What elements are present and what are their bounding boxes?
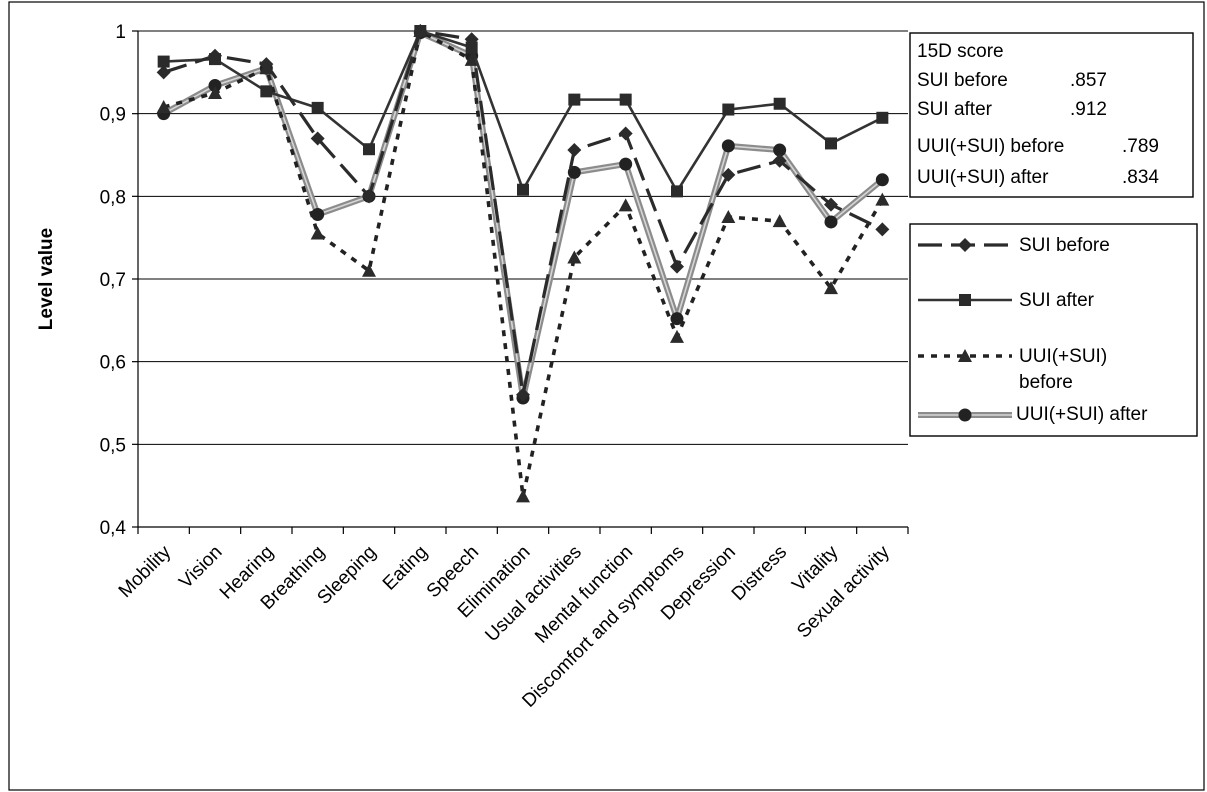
data-point: [875, 173, 889, 187]
data-point: [516, 489, 530, 503]
data-point: [310, 131, 325, 146]
data-point: [619, 157, 633, 171]
data-point: [824, 281, 838, 295]
score-row-label: UUI(+SUI) before: [917, 136, 1064, 157]
series-line: [163, 29, 884, 397]
data-point: [208, 86, 222, 99]
legend-key-square: [918, 294, 1012, 306]
y-tick-labels: 0,4 0,5 0,6 0,7 0,8 0,9 1: [100, 22, 127, 539]
data-point: [567, 143, 582, 158]
data-point: [671, 185, 683, 198]
data-point: [670, 259, 684, 274]
legend-marker: [958, 408, 972, 422]
data-point: [824, 215, 838, 229]
data-point: [875, 192, 890, 206]
data-point: [619, 93, 632, 106]
data-point: [772, 153, 787, 168]
data-point: [464, 52, 479, 66]
data-point: [259, 57, 274, 72]
y-tick-label: 1: [115, 22, 126, 43]
data-point: [824, 197, 838, 212]
score-row-label: UUI(+SUI) after: [917, 167, 1049, 188]
y-tick-label: 0,5: [100, 435, 126, 456]
data-point: [362, 263, 376, 277]
score-row-value: .912: [1070, 99, 1107, 120]
legend-key-triangle: [918, 349, 1012, 362]
data-point: [362, 189, 376, 204]
score-row-value: .789: [1122, 136, 1159, 157]
data-point: [721, 167, 736, 182]
data-point: [311, 101, 324, 114]
y-tick-label: 0,7: [100, 270, 126, 291]
y-tick-label: 0,6: [100, 353, 126, 374]
data-point: [156, 65, 171, 80]
series-diamond: [156, 24, 890, 402]
y-tick-label: 0,9: [100, 105, 126, 126]
series-layer: [156, 24, 890, 503]
data-point: [516, 387, 530, 402]
data-point: [413, 24, 428, 38]
legend-label: before: [1019, 372, 1073, 393]
data-point: [567, 250, 582, 264]
legend-marker: [959, 294, 971, 306]
score-row-value: .857: [1070, 70, 1107, 91]
score-row-value: .834: [1122, 167, 1159, 188]
legend-key-diamond: [918, 238, 1012, 252]
data-point: [722, 103, 735, 116]
y-tick-label: 0,4: [100, 518, 127, 539]
data-point: [363, 143, 375, 156]
data-point: [721, 210, 736, 223]
data-point: [517, 183, 529, 196]
score-row-label: SUI before: [917, 70, 1008, 91]
data-point: [311, 208, 325, 222]
legend-label: SUI after: [1019, 290, 1095, 311]
axes: [132, 30, 909, 534]
data-point: [157, 55, 170, 68]
data-point: [618, 126, 633, 141]
data-point: [156, 100, 171, 114]
data-point: [772, 214, 787, 228]
data-point: [670, 312, 684, 326]
legend-marker: [958, 349, 972, 362]
score-box-frame: [909, 32, 1194, 198]
gridlines: [138, 30, 908, 445]
data-point: [875, 222, 890, 237]
data-point: [721, 139, 735, 153]
legend-label: UUI(+SUI) after: [1016, 404, 1148, 425]
data-point: [876, 111, 889, 124]
data-point: [464, 32, 479, 47]
legend-marker: [958, 238, 972, 252]
legend-keys: [918, 238, 1012, 422]
data-point: [773, 143, 787, 157]
legend-label: SUI before: [1019, 235, 1110, 256]
data-point: [618, 198, 633, 212]
data-point: [260, 85, 273, 98]
data-point: [310, 226, 325, 240]
data-point: [208, 48, 222, 63]
data-point: [568, 93, 581, 106]
y-tick-label: 0,8: [100, 187, 126, 208]
score-box: 15D score SUI before .857 SUI after .912…: [909, 32, 1194, 198]
legend-label: UUI(+SUI): [1019, 346, 1107, 367]
score-box-title: 15D score: [917, 41, 1004, 62]
legend-frame: [909, 223, 1198, 437]
data-point: [567, 165, 581, 179]
y-axis-label: Level value: [36, 228, 57, 330]
data-point: [670, 329, 684, 343]
legend: SUI before SUI after UUI(+SUI) before UU…: [909, 223, 1198, 437]
data-point: [773, 97, 786, 110]
data-point: [825, 137, 837, 150]
score-row-label: SUI after: [917, 99, 993, 120]
data-point: [208, 79, 222, 93]
legend-key-circle: [918, 408, 1012, 422]
